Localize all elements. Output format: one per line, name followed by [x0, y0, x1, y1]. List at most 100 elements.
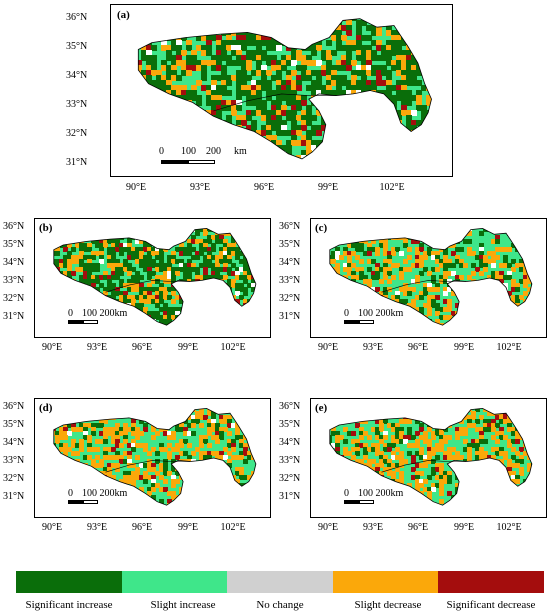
lat-tick: 32°N	[279, 473, 301, 484]
lat-tick: 32°N	[3, 293, 25, 304]
region-boundary	[53, 227, 257, 326]
lat-tick: 34°N	[279, 257, 301, 268]
scalebar-label-range: 100 200km	[82, 308, 128, 319]
panel-d: (d) 0 100 200km	[34, 398, 271, 518]
lat-tick: 34°N	[66, 70, 88, 81]
lon-tick: 99°E	[453, 342, 475, 353]
lon-tick: 102°E	[220, 522, 246, 533]
lat-tick: 33°N	[3, 275, 25, 286]
scalebar-seg-black	[344, 320, 359, 324]
lat-tick: 34°N	[279, 437, 301, 448]
scalebar-label-0: 0	[68, 488, 73, 499]
lon-tick: 99°E	[177, 342, 199, 353]
legend-swatch-slight-decrease	[333, 571, 438, 593]
map-region-e	[329, 407, 533, 506]
legend-label-slight-increase: Slight increase	[150, 599, 216, 611]
scalebar-seg-white	[83, 320, 98, 324]
lat-tick: 32°N	[66, 128, 88, 139]
scalebar-label-0: 0	[344, 308, 349, 319]
lon-tick: 90°E	[41, 522, 63, 533]
lat-tick: 32°N	[279, 293, 301, 304]
lon-tick: 93°E	[189, 182, 211, 193]
lat-tick: 36°N	[66, 12, 88, 23]
lat-tick: 36°N	[3, 401, 25, 412]
lat-tick: 35°N	[279, 239, 301, 250]
lat-tick: 35°N	[66, 41, 88, 52]
lon-tick: 96°E	[407, 342, 429, 353]
scalebar-seg-white	[83, 500, 98, 504]
lat-tick: 36°N	[279, 401, 301, 412]
scalebar-seg-black	[68, 320, 83, 324]
legend-swatch-significant-decrease	[438, 571, 544, 593]
lon-tick: 90°E	[317, 522, 339, 533]
scalebar-label-range: 100 200km	[358, 308, 404, 319]
legend-swatch-no-change	[227, 571, 333, 593]
lat-tick: 33°N	[279, 275, 301, 286]
lat-tick: 31°N	[3, 491, 25, 502]
lon-tick: 96°E	[131, 522, 153, 533]
scalebar-label-0: 0	[344, 488, 349, 499]
scalebar-label-200: 200	[206, 146, 221, 157]
lat-tick: 34°N	[3, 257, 25, 268]
scalebar-seg-black	[161, 160, 188, 164]
lon-tick: 99°E	[177, 522, 199, 533]
panel-c: (c) 0 100 200km	[310, 218, 547, 338]
scalebar-label-0: 0	[68, 308, 73, 319]
panel-label-e: (e)	[315, 402, 328, 414]
lat-tick: 31°N	[279, 491, 301, 502]
lon-tick: 96°E	[253, 182, 275, 193]
lat-tick: 35°N	[279, 419, 301, 430]
lat-tick: 33°N	[279, 455, 301, 466]
lon-tick: 96°E	[407, 522, 429, 533]
lat-tick: 36°N	[279, 221, 301, 232]
lon-tick: 102°E	[379, 182, 405, 193]
legend-swatch-significant-increase	[16, 571, 122, 593]
lat-tick: 35°N	[3, 239, 25, 250]
subbasin-boundary	[381, 280, 467, 293]
lon-tick: 90°E	[125, 182, 147, 193]
lon-tick: 90°E	[41, 342, 63, 353]
lon-tick: 90°E	[317, 342, 339, 353]
lat-tick: 33°N	[66, 99, 88, 110]
lat-tick: 32°N	[3, 473, 25, 484]
scalebar-seg-white	[359, 500, 374, 504]
lon-tick: 93°E	[362, 522, 384, 533]
lon-tick: 96°E	[131, 342, 153, 353]
scalebar-label-100: 100	[181, 146, 196, 157]
scalebar-seg-black	[344, 500, 359, 504]
lat-tick: 31°N	[66, 157, 88, 168]
scalebar-seg-white	[359, 320, 374, 324]
lon-tick: 93°E	[362, 342, 384, 353]
panel-b: (b) 0 100 200km	[34, 218, 271, 338]
lat-tick: 34°N	[3, 437, 25, 448]
legend-label-significant-decrease: Significant decrease	[446, 599, 536, 611]
scalebar-unit: km	[234, 146, 247, 157]
lon-tick: 93°E	[86, 342, 108, 353]
scalebar-seg-black	[68, 500, 83, 504]
lat-tick: 31°N	[279, 311, 301, 322]
scalebar-label-0: 0	[159, 146, 164, 157]
map-region-d	[53, 407, 257, 506]
panel-a: (a) 0 100 200 km	[110, 4, 453, 177]
map-region-a	[137, 18, 432, 160]
legend-label-significant-increase: Significant increase	[25, 599, 113, 611]
lon-tick: 102°E	[496, 342, 522, 353]
lon-tick: 102°E	[496, 522, 522, 533]
subbasin-boundary	[105, 460, 191, 473]
scalebar-label-range: 100 200km	[358, 488, 404, 499]
legend-label-no-change: No change	[256, 599, 304, 611]
lon-tick: 102°E	[220, 342, 246, 353]
legend-swatch-slight-increase	[122, 571, 227, 593]
panel-label-d: (d)	[39, 402, 53, 414]
panel-label-a: (a)	[117, 9, 130, 21]
region-boundary	[329, 407, 533, 506]
panel-label-c: (c)	[315, 222, 328, 234]
scalebar-seg-white	[188, 160, 215, 164]
lat-tick: 36°N	[3, 221, 25, 232]
region-boundary	[53, 407, 257, 506]
legend-label-slight-decrease: Slight decrease	[354, 599, 422, 611]
lon-tick: 99°E	[453, 522, 475, 533]
subbasin-boundary	[213, 93, 337, 112]
lat-tick: 31°N	[3, 311, 25, 322]
scalebar-label-range: 100 200km	[82, 488, 128, 499]
